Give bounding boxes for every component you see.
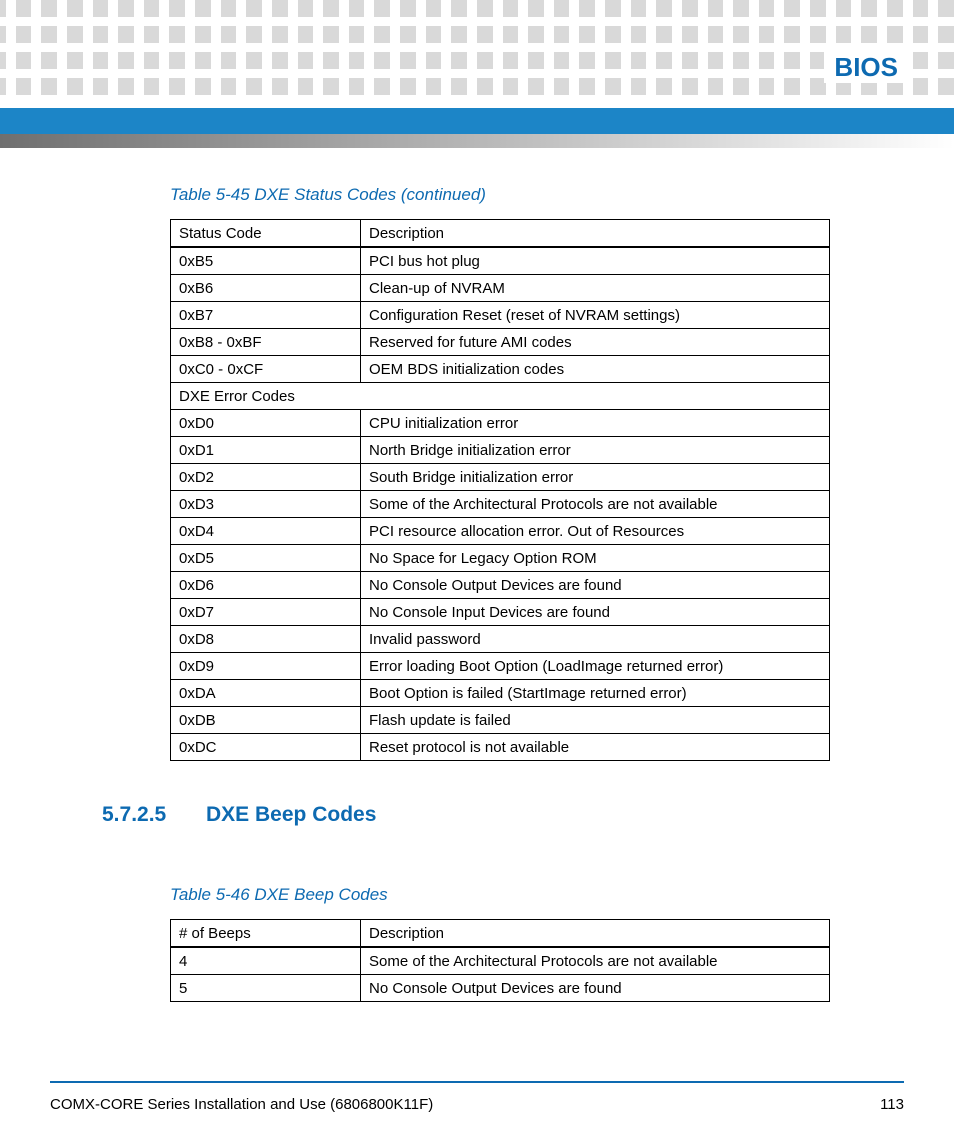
table-cell-code: 0xB7 <box>171 302 361 329</box>
decorative-dot-band <box>0 0 954 105</box>
table-cell-code: 0xD9 <box>171 653 361 680</box>
footer-page-number: 113 <box>880 1096 904 1113</box>
page-footer: COMX-CORE Series Installation and Use (6… <box>50 1096 904 1113</box>
table-cell-desc: North Bridge initialization error <box>361 437 830 464</box>
table-cell-code: 0xD7 <box>171 599 361 626</box>
table-cell-desc: No Space for Legacy Option ROM <box>361 545 830 572</box>
table-section-row: DXE Error Codes <box>171 383 830 410</box>
spacer <box>170 845 830 885</box>
table-cell-code: 0xD3 <box>171 491 361 518</box>
table-cell-desc: PCI bus hot plug <box>361 247 830 275</box>
table-cell-beeps: 4 <box>171 947 361 975</box>
table-cell-desc: CPU initialization error <box>361 410 830 437</box>
table-cell-desc: PCI resource allocation error. Out of Re… <box>361 518 830 545</box>
table-cell-code: 0xDC <box>171 734 361 761</box>
table-cell-desc: No Console Output Devices are found <box>361 975 830 1002</box>
table1-caption: Table 5-45 DXE Status Codes (continued) <box>170 185 830 205</box>
footer-rule <box>50 1081 904 1083</box>
section-number: 5.7.2.5 <box>102 803 206 827</box>
table-cell-desc: Clean-up of NVRAM <box>361 275 830 302</box>
table-cell-code: 0xD6 <box>171 572 361 599</box>
header-gradient-bar <box>0 134 954 148</box>
table-cell-beeps: # of Beeps <box>171 920 361 948</box>
table-cell-desc: South Bridge initialization error <box>361 464 830 491</box>
table-cell-desc: Reserved for future AMI codes <box>361 329 830 356</box>
table-cell-code: 0xDB <box>171 707 361 734</box>
table-cell-code: 0xB8 - 0xBF <box>171 329 361 356</box>
table-cell-desc: Description <box>361 920 830 948</box>
table-cell-code: 0xD4 <box>171 518 361 545</box>
footer-doc-title: COMX-CORE Series Installation and Use (6… <box>50 1096 433 1113</box>
table-cell-code: 0xD5 <box>171 545 361 572</box>
table-cell-code: Status Code <box>171 220 361 248</box>
dxe-status-codes-table: Status CodeDescription0xB5PCI bus hot pl… <box>170 219 830 761</box>
table-cell-desc: Error loading Boot Option (LoadImage ret… <box>361 653 830 680</box>
section-heading: 5.7.2.5 DXE Beep Codes <box>102 803 830 827</box>
page-content: Table 5-45 DXE Status Codes (continued) … <box>170 185 830 1002</box>
table-cell-code: 0xB6 <box>171 275 361 302</box>
table-cell-code: 0xD8 <box>171 626 361 653</box>
table-cell-code: 0xC0 - 0xCF <box>171 356 361 383</box>
header-blue-bar <box>0 108 954 134</box>
table-cell-desc: Description <box>361 220 830 248</box>
table-cell-desc: No Console Output Devices are found <box>361 572 830 599</box>
table-cell-desc: OEM BDS initialization codes <box>361 356 830 383</box>
table-cell-desc: Invalid password <box>361 626 830 653</box>
table-cell-desc: Reset protocol is not available <box>361 734 830 761</box>
section-title: DXE Beep Codes <box>206 803 376 827</box>
table-cell-desc: Configuration Reset (reset of NVRAM sett… <box>361 302 830 329</box>
table-cell-code: 0xD1 <box>171 437 361 464</box>
table2-caption: Table 5-46 DXE Beep Codes <box>170 885 830 905</box>
table-cell-beeps: 5 <box>171 975 361 1002</box>
table-cell-desc: Some of the Architectural Protocols are … <box>361 947 830 975</box>
table-cell-desc: Boot Option is failed (StartImage return… <box>361 680 830 707</box>
table-cell-desc: No Console Input Devices are found <box>361 599 830 626</box>
table-cell-code: 0xD2 <box>171 464 361 491</box>
dxe-beep-codes-table: # of BeepsDescription4Some of the Archit… <box>170 919 830 1002</box>
page-header-title: BIOS <box>824 52 904 83</box>
table-cell-code: 0xB5 <box>171 247 361 275</box>
table-cell-code: 0xD0 <box>171 410 361 437</box>
table-cell-code: 0xDA <box>171 680 361 707</box>
table-cell-desc: Flash update is failed <box>361 707 830 734</box>
table-cell-desc: Some of the Architectural Protocols are … <box>361 491 830 518</box>
